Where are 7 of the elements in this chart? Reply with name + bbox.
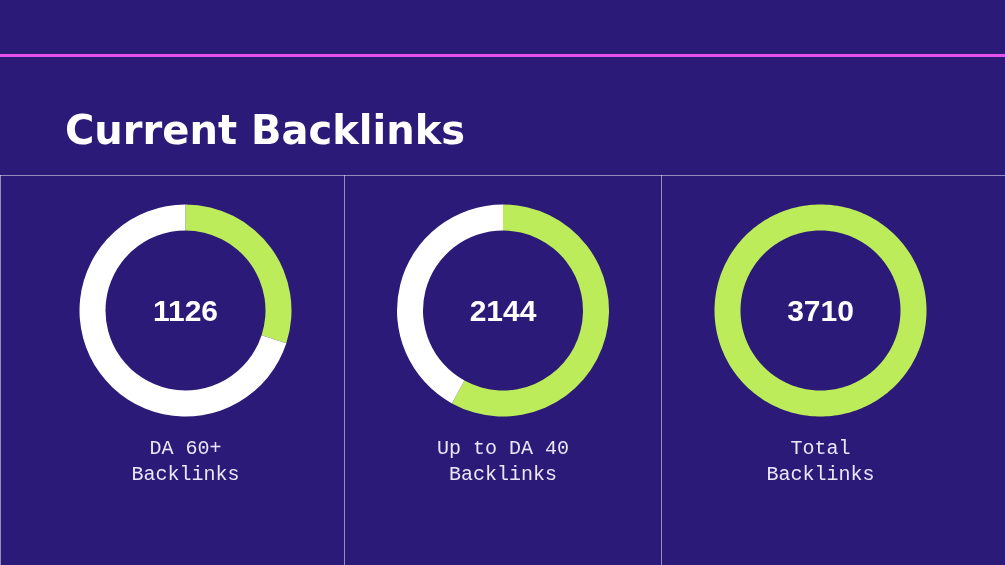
- text: Up to DA 40 Backlinks: [436, 436, 570, 486]
- text: DA 60+ Backlinks: [131, 436, 240, 486]
- text: Total Backlinks: [766, 436, 875, 486]
- text: 1126: [152, 293, 219, 327]
- chart-title: Current Backlinks: [65, 107, 466, 153]
- text: 2144: [469, 293, 537, 327]
- text: 3710: [787, 293, 854, 327]
